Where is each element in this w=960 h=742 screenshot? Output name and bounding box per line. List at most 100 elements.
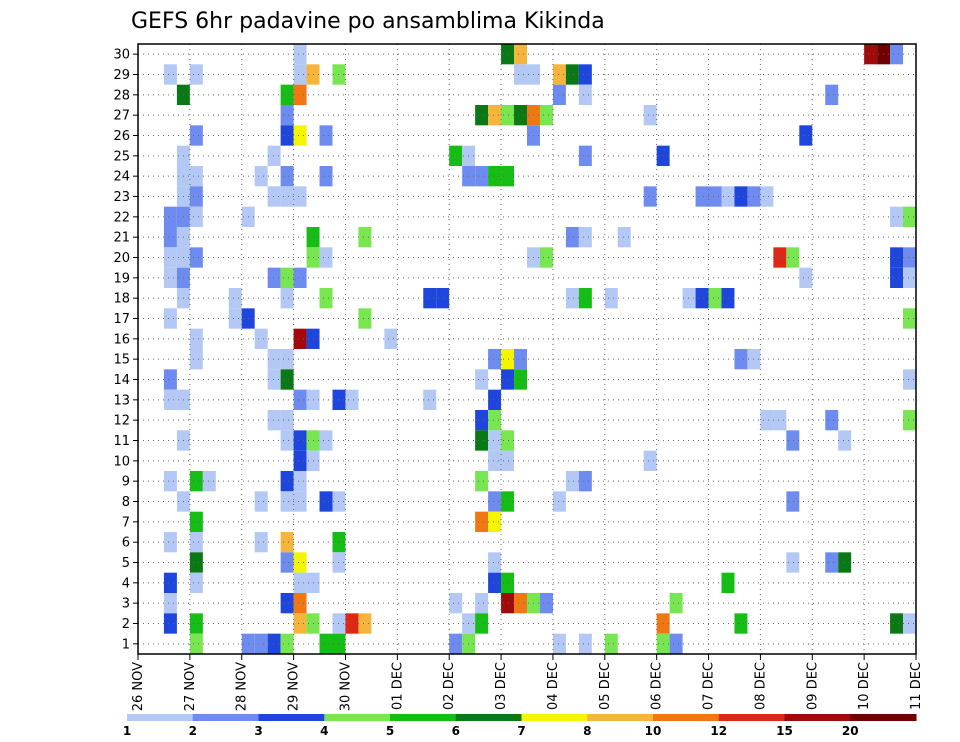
heatmap-cell (643, 450, 657, 471)
y-tick-label: 20 (113, 251, 130, 266)
colorbar-swatch (521, 714, 588, 721)
heatmap-cell (163, 369, 177, 390)
heatmap-cell (163, 308, 177, 329)
heatmap-cell (643, 105, 657, 126)
heatmap-cell (254, 491, 268, 512)
heatmap-cell (604, 288, 618, 309)
heatmap-cell (552, 84, 566, 105)
heatmap-cell (319, 491, 333, 512)
colorbar-label: 1 (123, 724, 131, 738)
grid-lines (138, 44, 916, 654)
y-tick-label: 24 (113, 170, 130, 185)
heatmap-cell (293, 328, 307, 349)
heatmap-cell (488, 166, 502, 187)
heatmap-cell (578, 64, 592, 85)
colorbar-label: 3 (254, 724, 262, 738)
heatmap-cell (501, 593, 515, 614)
y-tick-label: 2 (122, 617, 130, 632)
x-tick-label: 11 DEC (909, 662, 924, 710)
heatmap-cell (254, 633, 268, 654)
heatmap-cell (345, 613, 359, 634)
x-tick-label: 09 DEC (805, 662, 820, 710)
y-tick-label: 1 (122, 637, 130, 652)
heatmap-cell (890, 247, 904, 268)
heatmap-cell (358, 613, 372, 634)
colorbar-swatch (784, 714, 851, 721)
y-tick-label: 25 (113, 149, 130, 164)
heatmap-cell (189, 552, 203, 573)
colorbar-label: 10 (645, 724, 662, 738)
heatmap-cell (734, 186, 748, 207)
y-tick-label: 14 (113, 373, 130, 388)
heatmap-cell (189, 186, 203, 207)
heatmap-cell (293, 84, 307, 105)
heatmap-cell (799, 125, 813, 146)
colorbar-legend: 1 2 3 4 5 6 7 8 10 12 15 20 (123, 714, 917, 738)
heatmap-cells (163, 44, 916, 654)
heatmap-cell (280, 84, 294, 105)
colorbar-label: 5 (386, 724, 394, 738)
colorbar-swatch (390, 714, 457, 721)
x-tick-label: 01 DEC (390, 662, 405, 710)
heatmap-cell (189, 471, 203, 492)
colorbar-label: 20 (842, 724, 859, 738)
heatmap-cell (825, 552, 839, 573)
heatmap-cell (293, 267, 307, 288)
heatmap-cell (760, 186, 774, 207)
x-tick-label: 06 DEC (650, 662, 665, 710)
heatmap-cell (423, 389, 437, 410)
heatmap-cell (578, 288, 592, 309)
y-tick-label: 5 (122, 556, 130, 571)
heatmap-cell (475, 410, 489, 431)
heatmap-cell (501, 166, 515, 187)
colorbar-label: 8 (583, 724, 591, 738)
heatmap-cell (695, 186, 709, 207)
heatmap-cell (189, 125, 203, 146)
heatmap-cell (267, 410, 281, 431)
heatmap-cell (267, 267, 281, 288)
heatmap-cell (163, 572, 177, 593)
heatmap-cell (475, 105, 489, 126)
heatmap-cell (475, 613, 489, 634)
x-tick-label: 03 DEC (494, 662, 509, 710)
heatmap-cell (760, 410, 774, 431)
y-tick-label: 26 (113, 129, 130, 144)
heatmap-cell (293, 471, 307, 492)
heatmap-cell (280, 186, 294, 207)
heatmap-cell (280, 593, 294, 614)
heatmap-cell (319, 125, 333, 146)
heatmap-cell (903, 369, 916, 390)
heatmap-cell (721, 288, 735, 309)
heatmap-cell (475, 369, 489, 390)
heatmap-cell (669, 633, 683, 654)
heatmap-cell (280, 471, 294, 492)
heatmap-cell (864, 44, 878, 65)
heatmap-cell (539, 247, 553, 268)
x-tick-label: 07 DEC (702, 662, 717, 710)
heatmap-cell (228, 288, 242, 309)
heatmap-cell (319, 166, 333, 187)
heatmap-cell (163, 64, 177, 85)
heatmap-cell (501, 349, 515, 370)
heatmap-cell (514, 349, 527, 370)
heatmap-cell (358, 308, 372, 329)
heatmap-cell (721, 186, 735, 207)
heatmap-cell (189, 166, 203, 187)
heatmap-cell (488, 491, 502, 512)
y-tick-label: 13 (113, 393, 130, 408)
heatmap-cell (903, 206, 916, 227)
heatmap-cell (488, 450, 502, 471)
heatmap-cell (903, 613, 916, 634)
y-tick-label: 9 (122, 475, 130, 490)
heatmap-cell (488, 349, 502, 370)
x-tick-label: 30 NOV (338, 662, 353, 711)
heatmap-cell (163, 532, 177, 553)
heatmap-cell (449, 593, 463, 614)
heatmap-cell (449, 145, 463, 166)
colorbar-swatch (653, 714, 720, 721)
colorbar-swatch (192, 714, 259, 721)
heatmap-cell (488, 389, 502, 410)
heatmap-cell (202, 471, 216, 492)
heatmap-cell (163, 613, 177, 634)
heatmap-cell (682, 288, 696, 309)
